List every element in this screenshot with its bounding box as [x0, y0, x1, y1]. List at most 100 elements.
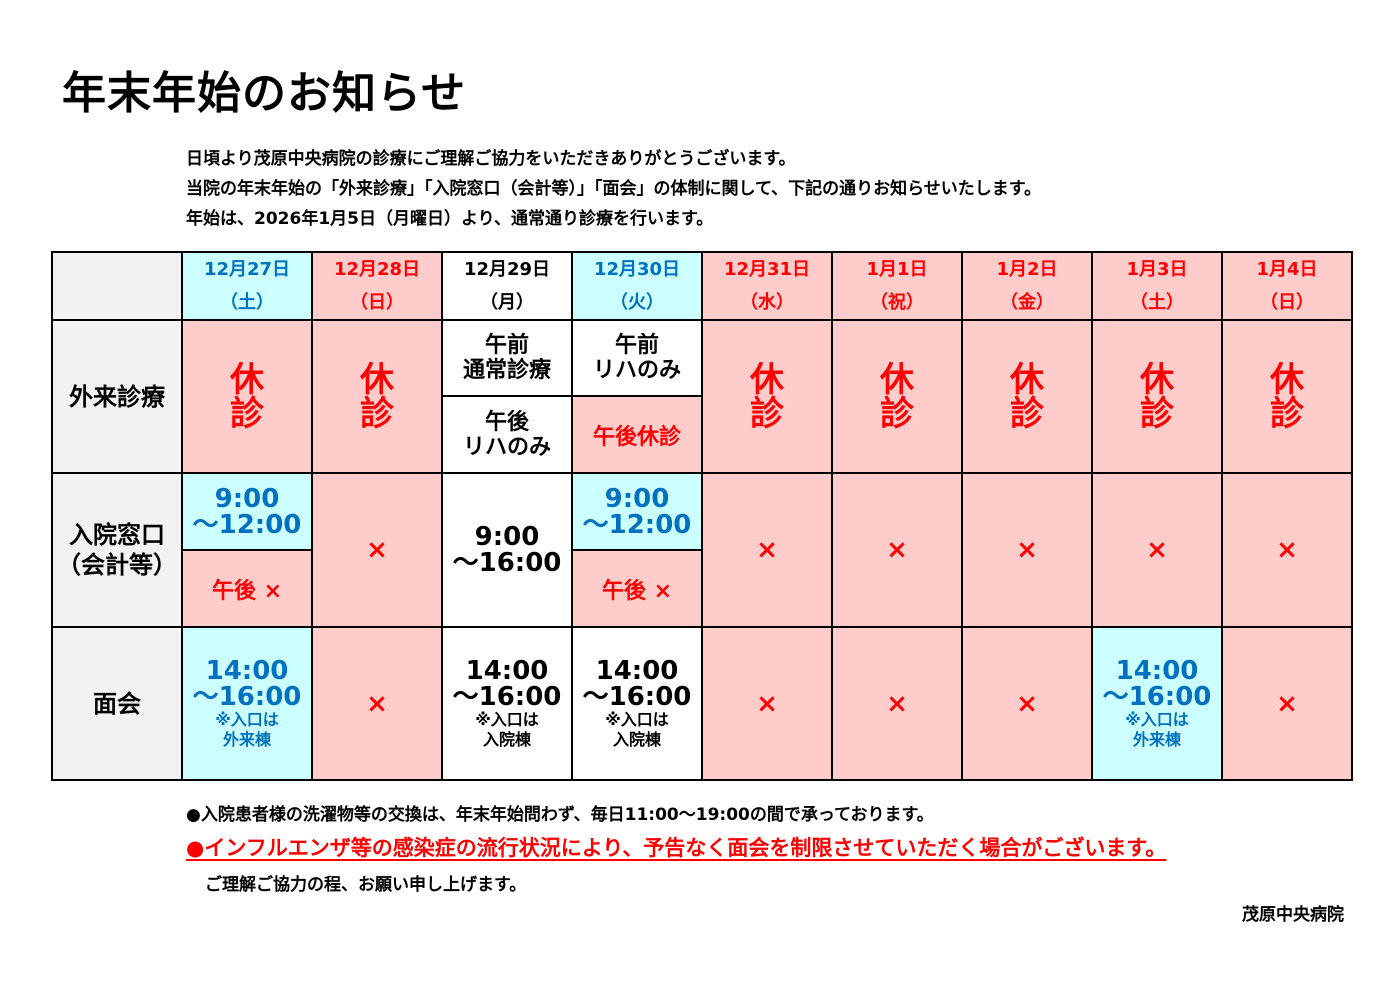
- intro-text: 日頃より茂原中央病院の診療にご理解ご協力をいただきありがとうございます。 当院の…: [186, 144, 1041, 234]
- closed-char: 休: [1270, 359, 1304, 400]
- day-date: 12月31日: [723, 259, 811, 280]
- entrance-note: ※入口は 外来棟: [183, 710, 311, 750]
- closed-char: 休: [230, 359, 264, 400]
- closed-cell: 休診: [1221, 319, 1353, 474]
- entrance-note: ※入口は 外来棟: [1093, 710, 1221, 750]
- closed-cell: 休診: [831, 319, 963, 474]
- unavailable-cell: ×: [961, 472, 1093, 628]
- closed-char: 休: [880, 359, 914, 400]
- pm-text: リハのみ: [462, 434, 551, 460]
- visit-hours-cell: 14:00 ～16:00 ※入口は 入院棟: [441, 626, 573, 781]
- note-label: ※入口は: [215, 709, 279, 729]
- visit-time: 14:00 ～16:00: [443, 658, 571, 710]
- pm-label: 午後: [484, 409, 529, 435]
- closed-char: 診: [1270, 393, 1304, 434]
- page-title: 年末年始のお知らせ: [62, 68, 467, 119]
- visit-hours-cell: 14:00 ～16:00 ※入口は 外来棟: [1091, 626, 1223, 781]
- pm-unavailable-cell: 午後 ×: [571, 549, 703, 628]
- unavailable-cell: ×: [311, 472, 443, 628]
- time-end: ～16:00: [452, 681, 562, 712]
- time-end: ～16:00: [582, 681, 692, 712]
- am-label: 午前: [614, 333, 659, 358]
- visit-time: 14:00 ～16:00: [183, 658, 311, 710]
- note-label: ※入口は: [605, 709, 669, 729]
- closed-cell: 休診: [1091, 319, 1223, 474]
- time-start: 14:00: [1115, 655, 1199, 686]
- time-start: 9:00: [474, 522, 540, 552]
- day-header: 1月2日 （金）: [961, 251, 1093, 321]
- day-weekday: （月）: [480, 292, 534, 313]
- ward-hours-cell: 9:00 ～12:00: [571, 472, 703, 551]
- day-header: 1月4日 （日）: [1221, 251, 1353, 321]
- time-end: ～16:00: [452, 548, 562, 578]
- schedule-table: 12月27日 （土） 12月28日 （日） 12月29日 （月） 12月30日 （火） …: [51, 251, 1353, 781]
- intro-line-1: 日頃より茂原中央病院の診療にご理解ご協力をいただきありがとうございます。: [186, 149, 796, 169]
- pm-unavailable-cell: 午後 ×: [181, 549, 313, 628]
- ward-row: 入院窓口 （会計等） 9:00 ～12:00 × 9:00 ～16:00 9:00 ～1…: [51, 472, 1353, 628]
- day-date: 1月3日: [1126, 259, 1188, 280]
- row-label-visit: 面会: [51, 626, 183, 781]
- pm-rehab-cell: 午後 リハのみ: [441, 395, 573, 474]
- intro-line-2: 当院の年末年始の「外来診療」「入院窓口（会計等）」「面会」の体制に関して、下記の…: [186, 179, 1042, 199]
- closed-cell: 休診: [311, 319, 443, 474]
- time-start: 9:00: [214, 483, 280, 514]
- closed-char: 診: [880, 393, 914, 434]
- am-rehab-cell: 午前 リハのみ: [571, 319, 703, 397]
- day-date: 12月28日: [333, 259, 421, 280]
- pm-closed-cell: 午後休診: [571, 395, 703, 474]
- visit-hours-cell: 14:00 ～16:00 ※入口は 入院棟: [571, 626, 703, 781]
- ward-hours-cell: 9:00 ～12:00: [181, 472, 313, 551]
- closed-char: 休: [750, 359, 784, 400]
- outpatient-row-pm: 午後 リハのみ 午後休診: [52, 395, 1352, 474]
- closed-char: 診: [1010, 393, 1044, 434]
- row-label-ward-line1: 入院窓口: [69, 521, 165, 549]
- visit-time: 14:00 ～16:00: [1093, 658, 1221, 710]
- unavailable-cell: ×: [831, 472, 963, 628]
- closed-char: 診: [360, 393, 394, 434]
- closed-char: 休: [1010, 359, 1044, 400]
- visit-time: 14:00 ～16:00: [573, 658, 701, 710]
- note-building: 入院棟: [482, 729, 531, 749]
- day-weekday: （祝）: [870, 292, 924, 313]
- closed-char: 診: [1140, 393, 1174, 434]
- time-start: 14:00: [205, 655, 289, 686]
- time-start: 14:00: [595, 655, 679, 686]
- closed-char: 休: [1140, 359, 1174, 400]
- row-label-ward-line2: （会計等）: [57, 551, 177, 579]
- day-header: 12月28日 （日）: [311, 251, 443, 321]
- am-normal-cell: 午前 通常診療: [441, 319, 573, 397]
- note-label: ※入口は: [475, 709, 539, 729]
- closed-char: 診: [230, 393, 264, 434]
- day-header: 12月29日 （月）: [441, 251, 573, 321]
- am-text: リハのみ: [592, 358, 681, 383]
- day-weekday: （水）: [740, 292, 794, 313]
- day-date: 1月2日: [996, 259, 1058, 280]
- time-end: ～16:00: [1102, 681, 1212, 712]
- closed-cell: 休診: [181, 319, 313, 474]
- outpatient-row: 外来診療 休診 休診 午前 通常診療 午前 リハのみ 休診 休診 休診 休診 休診: [51, 319, 1353, 474]
- time-start: 14:00: [465, 655, 549, 686]
- day-date: 12月30日: [593, 259, 681, 280]
- unavailable-cell: ×: [701, 626, 833, 781]
- intro-line-3: 年始は、2026年1月5日（月曜日）より、通常通り診療を行います。: [186, 209, 714, 229]
- header-row: 12月27日 （土） 12月28日 （日） 12月29日 （月） 12月30日 （火） …: [51, 251, 1353, 321]
- ward-hours-cell: 9:00 ～16:00: [441, 472, 573, 628]
- day-header: 1月1日 （祝）: [831, 251, 963, 321]
- visit-row: 面会 14:00 ～16:00 ※入口は 外来棟 × 14:00 ～16:00 ※入口…: [51, 626, 1353, 781]
- day-weekday: （日）: [350, 292, 404, 313]
- day-weekday: （金）: [1000, 292, 1054, 313]
- note-building: 入院棟: [612, 729, 661, 749]
- day-weekday: （火）: [610, 292, 664, 313]
- entrance-note: ※入口は 入院棟: [573, 710, 701, 750]
- entrance-note: ※入口は 入院棟: [443, 710, 571, 750]
- day-date: 1月1日: [866, 259, 928, 280]
- unavailable-cell: ×: [961, 626, 1093, 781]
- day-header: 12月31日 （水）: [701, 251, 833, 321]
- unavailable-cell: ×: [1091, 472, 1223, 628]
- unavailable-cell: ×: [311, 626, 443, 781]
- visit-restriction-warning: ●インフルエンザ等の感染症の流行状況により、予告なく面会を制限させていただく場合…: [186, 836, 1167, 860]
- note-building: 外来棟: [1132, 729, 1181, 749]
- time-end: ～12:00: [192, 509, 302, 540]
- ward-row-pm: 午後 × 午後 ×: [52, 549, 1352, 628]
- day-header: 12月27日 （土）: [181, 251, 313, 321]
